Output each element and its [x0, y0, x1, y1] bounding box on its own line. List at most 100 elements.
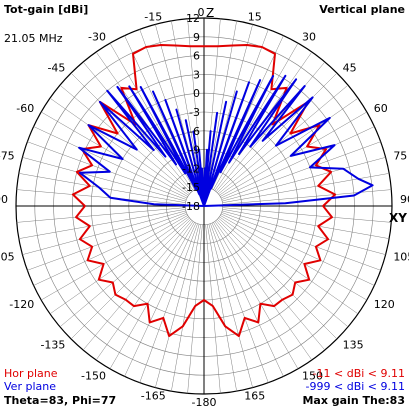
grid-spoke — [95, 221, 194, 361]
grid-spoke — [22, 157, 186, 202]
grid-spoke — [221, 212, 381, 271]
grid-spoke — [222, 173, 390, 203]
grid-spoke — [124, 222, 197, 377]
grid-spoke — [218, 217, 349, 328]
grid-spoke — [207, 224, 237, 392]
grid-spoke — [208, 224, 253, 388]
grid-spoke — [155, 224, 200, 388]
radial-tick-label: -9 — [189, 144, 200, 157]
grid-spoke — [205, 224, 221, 394]
angle-tick-label: 120 — [374, 298, 395, 311]
grid-spoke — [222, 210, 386, 255]
ver-plane-legend: Ver plane — [4, 380, 56, 393]
grid-spoke — [49, 216, 189, 315]
angle-tick-label: -180 — [192, 396, 217, 409]
grid-spoke — [213, 222, 299, 369]
radial-tick-label: -12 — [182, 162, 200, 175]
grid-spoke — [220, 126, 375, 199]
angle-tick-label: 90 — [400, 193, 409, 206]
grid-spoke — [59, 217, 190, 328]
angle-tick-label: 15 — [248, 11, 262, 24]
angle-tick-label: -120 — [9, 298, 34, 311]
grid-spoke — [219, 216, 359, 315]
grid-spoke — [95, 51, 194, 191]
axis-label-xy: XY — [389, 211, 407, 225]
angle-tick-label: -60 — [16, 102, 34, 115]
hor-plane-curve — [71, 44, 337, 338]
grid-spoke — [49, 97, 189, 196]
grid-spoke — [18, 173, 186, 203]
angle-tick-label: -75 — [0, 149, 15, 162]
angle-tick-label: 105 — [393, 251, 409, 264]
ver-plane-curve — [78, 74, 374, 207]
grid-spoke — [211, 222, 284, 377]
hor-plane-range: -11 < dBi < 9.11 — [312, 367, 405, 380]
radial-tick-label: 12 — [186, 12, 200, 25]
grid-spoke — [220, 213, 375, 286]
grid-spoke — [41, 111, 188, 197]
angle-tick-labels: 0153045607590105120135150165-180-15-30-4… — [0, 6, 409, 409]
radial-tick-label: -6 — [189, 125, 200, 138]
grid-spoke — [171, 20, 201, 188]
angle-tick-label: 150 — [302, 370, 323, 383]
radial-tick-label: -15 — [182, 181, 200, 194]
grid-spoke — [33, 213, 188, 286]
angle-tick-label: -165 — [141, 389, 166, 402]
grid-spoke — [217, 219, 338, 340]
plane-title: Vertical plane — [319, 3, 405, 16]
grid-spoke — [171, 224, 201, 392]
grid-spoke — [82, 220, 193, 351]
hor-plane-legend: Hor plane — [4, 367, 58, 380]
grid-spoke — [222, 157, 386, 202]
radial-tick-labels: 12 9 6 3 0 -3 -6 -9 -12 -15 -18 — [182, 12, 200, 213]
pattern-curves — [71, 44, 374, 338]
grid-spoke — [213, 43, 299, 190]
grid-spoke — [210, 223, 269, 383]
grid-spoke — [70, 219, 191, 340]
radial-tick-label: -18 — [182, 200, 200, 213]
radial-tick-label: 9 — [193, 31, 200, 44]
grid-spoke — [33, 126, 188, 199]
grid-spoke — [187, 224, 203, 394]
grid-spoke — [220, 215, 367, 301]
grid-spoke — [70, 72, 191, 193]
max-gain-readout: Max gain The:83 — [302, 394, 405, 407]
grid-spoke — [109, 222, 195, 369]
grid-spoke — [219, 97, 359, 196]
grid-spoke — [18, 209, 186, 239]
grid-spoke — [82, 61, 193, 192]
grid-spoke — [215, 61, 326, 192]
frequency-label: 21.05 MHz — [4, 32, 63, 45]
grid-spoke — [217, 72, 338, 193]
grid-spoke — [22, 210, 186, 255]
radial-tick-label: 3 — [193, 68, 200, 81]
angle-tick-label: -30 — [88, 30, 106, 43]
radial-tick-label: 6 — [193, 50, 200, 63]
radial-tick-label: 0 — [193, 87, 200, 100]
grid-spoke — [16, 189, 186, 205]
angle-tick-label: 30 — [302, 30, 316, 43]
angle-tick-label: 75 — [393, 149, 407, 162]
angle-tick-label: 165 — [244, 389, 265, 402]
angle-tick-label: 0 — [198, 6, 205, 19]
grid-spoke — [221, 141, 381, 200]
grid-spoke — [207, 20, 237, 188]
radial-tick-label: -3 — [189, 106, 200, 119]
grid-spoke — [27, 212, 187, 271]
angle-tick-label: -90 — [0, 193, 8, 206]
grid-spoke — [218, 84, 349, 195]
angular-grid — [16, 18, 392, 394]
angle-tick-label: 135 — [343, 339, 364, 352]
axis-label-z: Z — [206, 6, 214, 20]
gain-title: Tot-gain [dBi] — [4, 3, 89, 16]
angle-tick-label: -15 — [144, 11, 162, 24]
theta-phi-readout: Theta=83, Phi=77 — [4, 394, 117, 407]
grid-spoke — [222, 209, 390, 239]
grid-spoke — [139, 223, 198, 383]
angle-tick-label: 60 — [374, 102, 388, 115]
ver-plane-range: -999 < dBi < 9.11 — [305, 380, 405, 393]
angle-tick-label: -135 — [40, 339, 65, 352]
grid-spoke — [59, 84, 190, 195]
grid-spoke — [222, 189, 392, 205]
